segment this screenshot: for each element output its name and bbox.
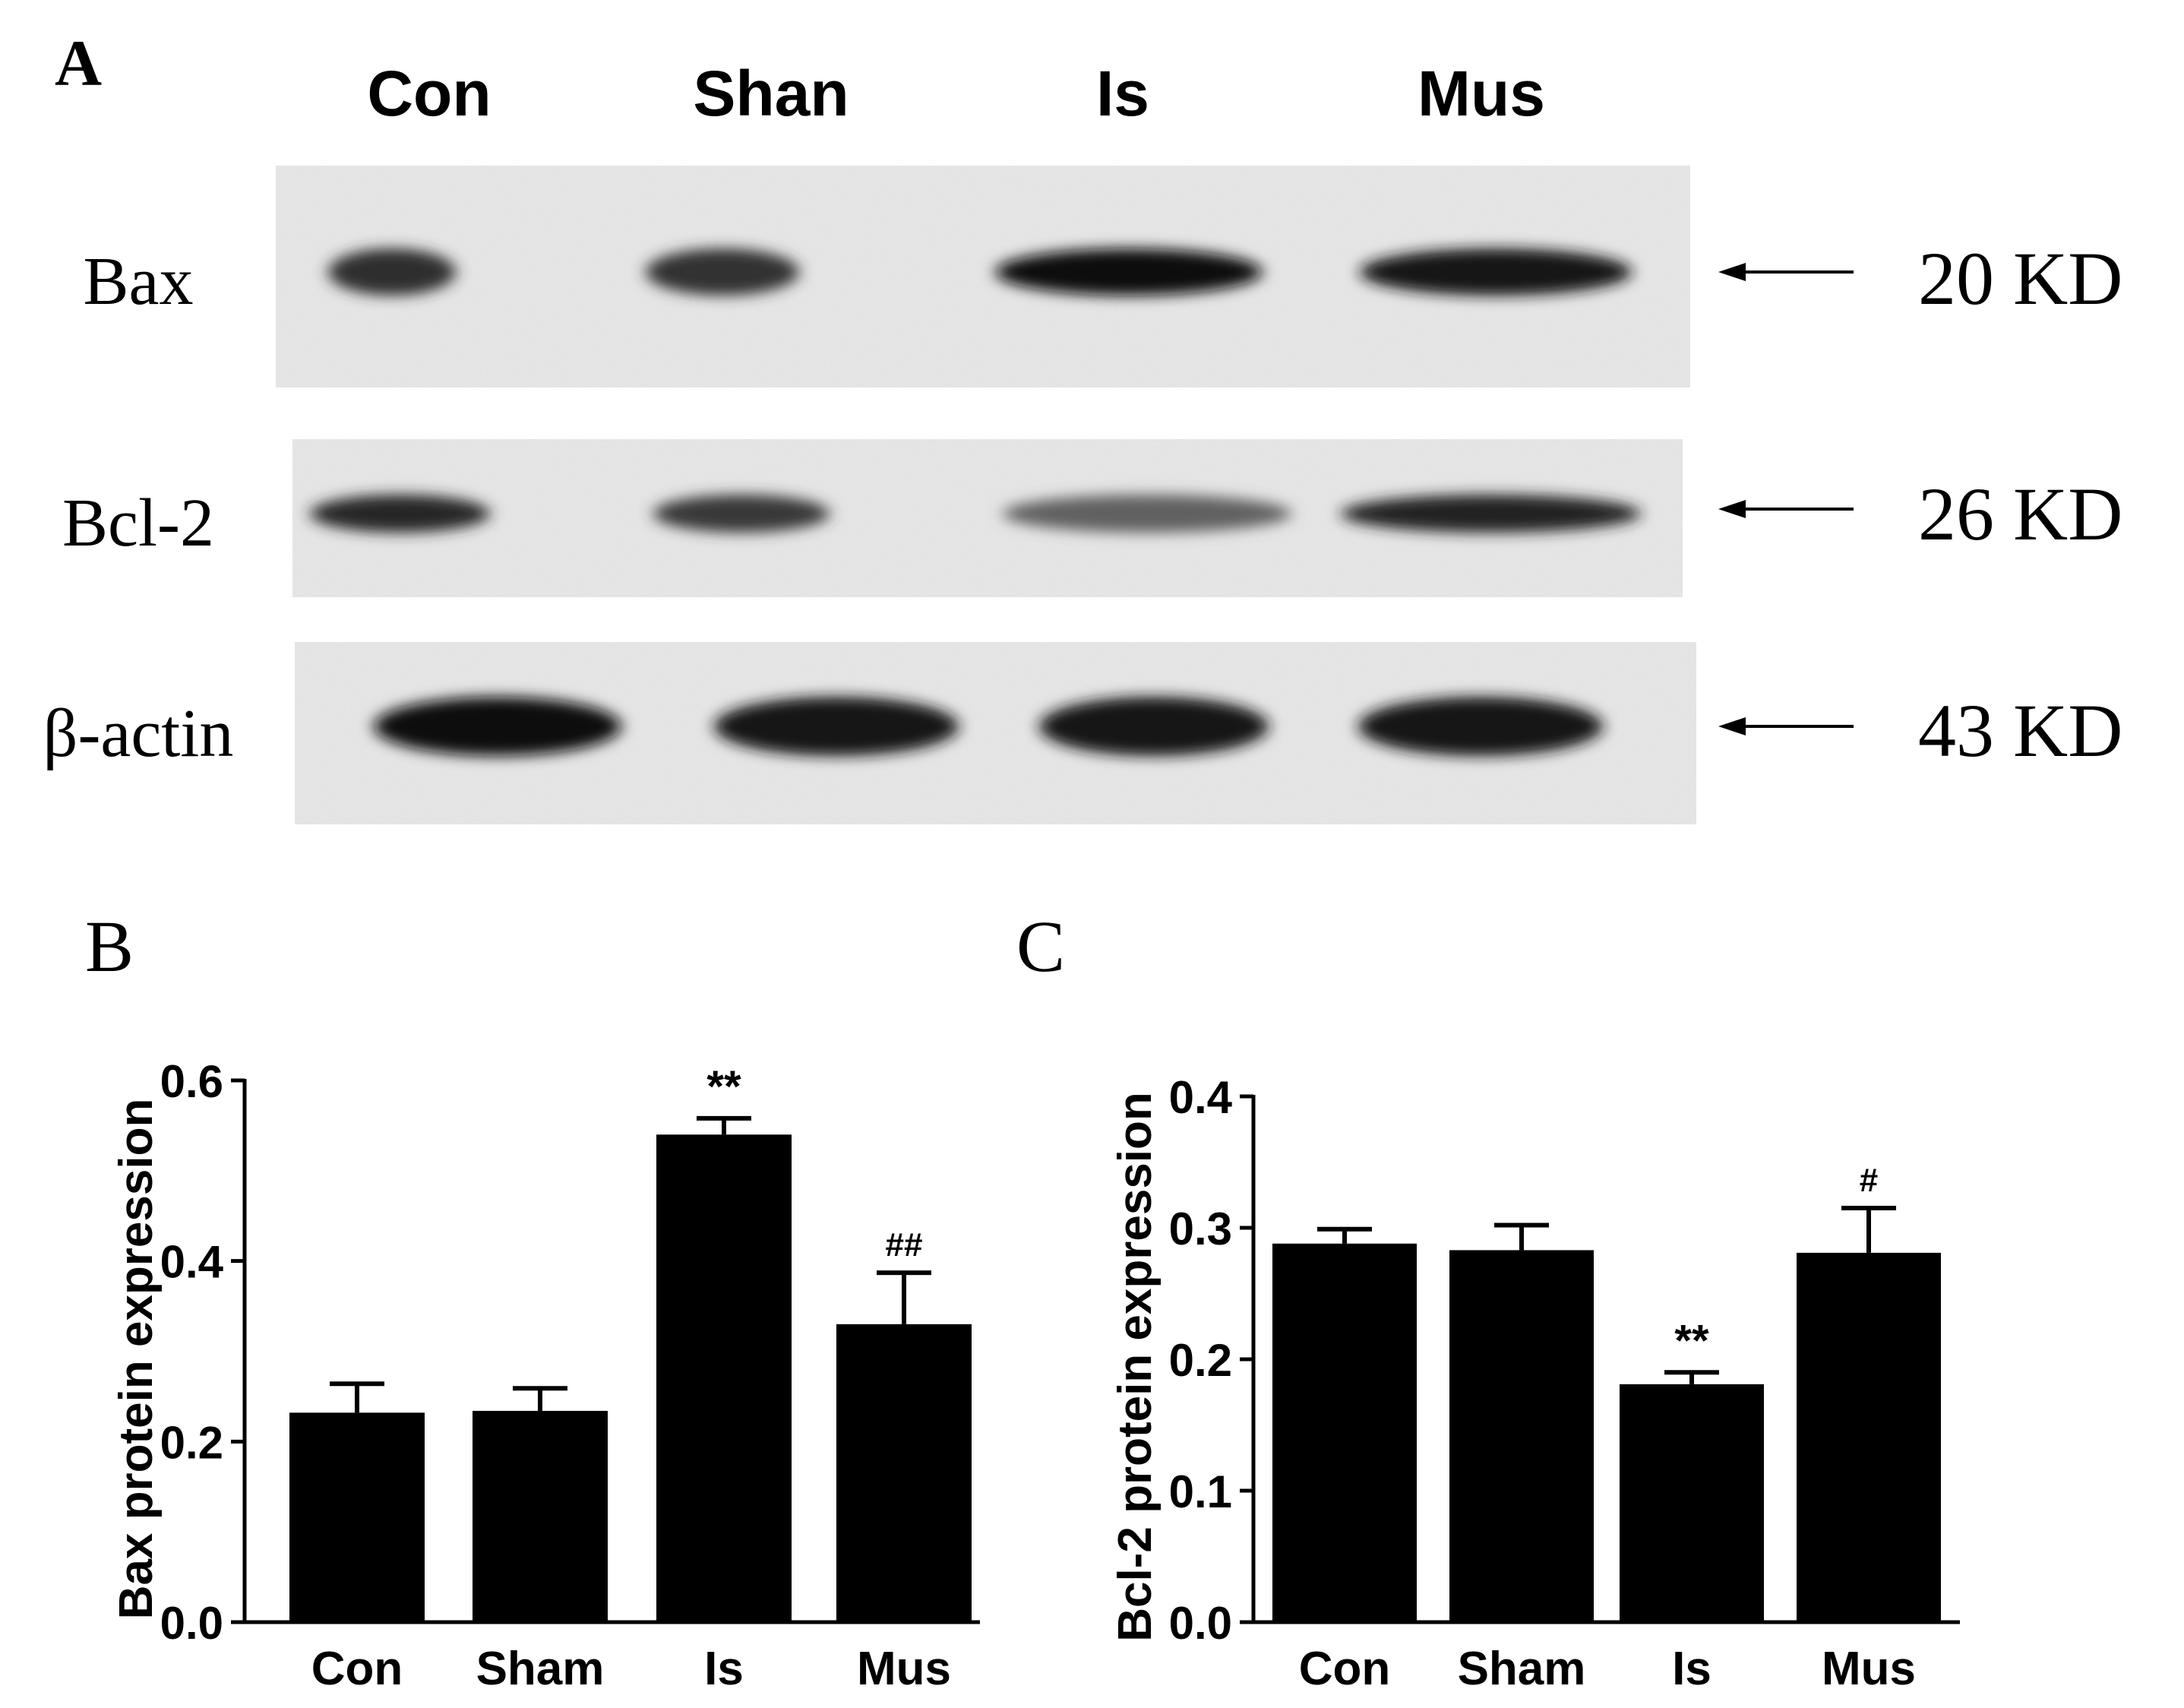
- lane-label: Shan: [693, 58, 849, 129]
- y-tick-label: 0.0: [1169, 1598, 1232, 1649]
- blot-band: [310, 495, 490, 533]
- y-tick-label: 0.1: [1169, 1466, 1232, 1517]
- y-tick-label: 0.2: [1169, 1335, 1232, 1386]
- blot-band: [1360, 248, 1632, 296]
- blot-row-labels: Bax Bcl-2 β-actin: [43, 244, 234, 771]
- significance-label: **: [1674, 1316, 1709, 1365]
- significance-label: **: [706, 1062, 741, 1112]
- y-tick-label: 0.0: [160, 1598, 223, 1649]
- panel-label-c: C: [1016, 906, 1065, 987]
- row-label-bcl2: Bcl-2: [62, 486, 214, 561]
- blot-row: [292, 439, 1683, 597]
- significance-label: #: [1860, 1162, 1878, 1199]
- lane-labels: Con Shan Is Mus: [367, 58, 1545, 129]
- panel-label-b: B: [85, 906, 134, 987]
- western-blot: [276, 166, 1696, 824]
- blot-row: [295, 642, 1696, 824]
- blot-row: [276, 166, 1690, 387]
- bar: [1797, 1252, 1941, 1622]
- x-tick-label: Is: [704, 1643, 744, 1695]
- bar: [473, 1410, 608, 1622]
- blot-band: [1039, 697, 1269, 756]
- kd-label: 26 KD: [1918, 472, 2122, 556]
- y-tick-label: 0.2: [160, 1417, 223, 1468]
- y-axis-label: Bax protein expression: [110, 1099, 163, 1620]
- panel-label-a: A: [55, 27, 102, 100]
- blot-band: [646, 248, 799, 296]
- x-tick-label: Mus: [857, 1643, 951, 1695]
- x-tick-label: Con: [1299, 1643, 1391, 1695]
- blot-band: [1341, 495, 1641, 533]
- arrow-icon: [1718, 717, 1854, 735]
- bar: [1272, 1243, 1417, 1622]
- arrow-icon: [1718, 500, 1854, 518]
- bar: [836, 1324, 972, 1622]
- y-axis-label: Bcl-2 protein expression: [1109, 1092, 1162, 1642]
- lane-label: Is: [1096, 58, 1149, 129]
- bar: [289, 1412, 425, 1622]
- y-tick-label: 0.4: [1169, 1072, 1233, 1123]
- blot-band: [374, 697, 621, 756]
- lane-label: Mus: [1418, 58, 1545, 129]
- blot-band: [328, 248, 456, 296]
- bar: [656, 1134, 792, 1622]
- x-tick-label: Sham: [1458, 1643, 1586, 1695]
- lane-label: Con: [367, 58, 491, 129]
- blot-band: [1003, 495, 1291, 533]
- y-tick-label: 0.4: [160, 1237, 224, 1288]
- y-tick-label: 0.3: [1169, 1204, 1232, 1254]
- kd-markers: 20 KD 26 KD 43 KD: [1718, 236, 2122, 773]
- arrow-icon: [1718, 263, 1854, 281]
- row-label-actin: β-actin: [43, 696, 234, 771]
- blot-band: [995, 248, 1263, 296]
- x-tick-label: Sham: [476, 1643, 605, 1695]
- y-tick-label: 0.6: [160, 1056, 223, 1107]
- bar: [1620, 1384, 1764, 1622]
- significance-label: ##: [886, 1226, 923, 1264]
- x-tick-label: Mus: [1822, 1643, 1916, 1695]
- x-tick-label: Con: [311, 1643, 403, 1695]
- blot-band: [653, 495, 830, 533]
- kd-label: 20 KD: [1918, 236, 2122, 321]
- kd-label: 43 KD: [1918, 688, 2122, 773]
- x-tick-label: Is: [1672, 1643, 1711, 1695]
- bar: [1449, 1250, 1594, 1622]
- blot-band: [1358, 697, 1603, 756]
- blot-band: [714, 697, 959, 756]
- row-label-bax: Bax: [84, 244, 194, 319]
